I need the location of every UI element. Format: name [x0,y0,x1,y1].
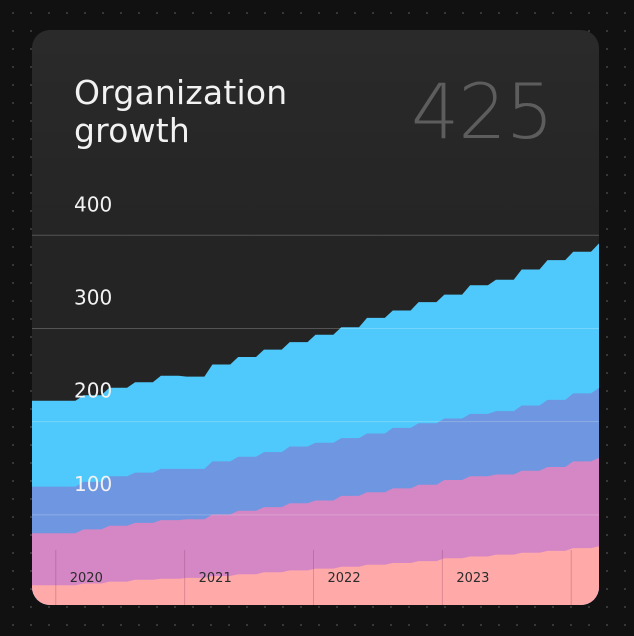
year-dividers [55,550,572,605]
x-tick-label: 2023 [456,571,489,586]
total-count: 425 [410,67,554,156]
x-tick-label: 2022 [328,571,361,586]
card-title-line-1: Organization [74,73,288,112]
x-tick-labels: 2020 2021 2022 2023 [70,571,490,586]
y-tick-label: 300 [74,285,112,309]
gridlines [32,234,599,516]
area-layers [32,243,599,605]
y-tick-label: 400 [74,192,112,216]
y-tick-label: 100 [74,472,112,496]
x-tick-label: 2020 [70,571,103,586]
y-tick-label: 200 [74,379,112,403]
y-tick-labels: 100 200 300 400 [74,192,112,496]
organization-growth-card: 100 200 300 400 2020 2021 2022 2023 Organizati… [32,30,599,605]
area-layer-1 [32,546,599,605]
x-tick-label: 2021 [199,571,232,586]
card-title-line-2: growth [74,111,191,150]
card-title: Organization growth [74,74,334,150]
stacked-area-chart: 100 200 300 400 2020 2021 2022 2023 [32,192,599,605]
